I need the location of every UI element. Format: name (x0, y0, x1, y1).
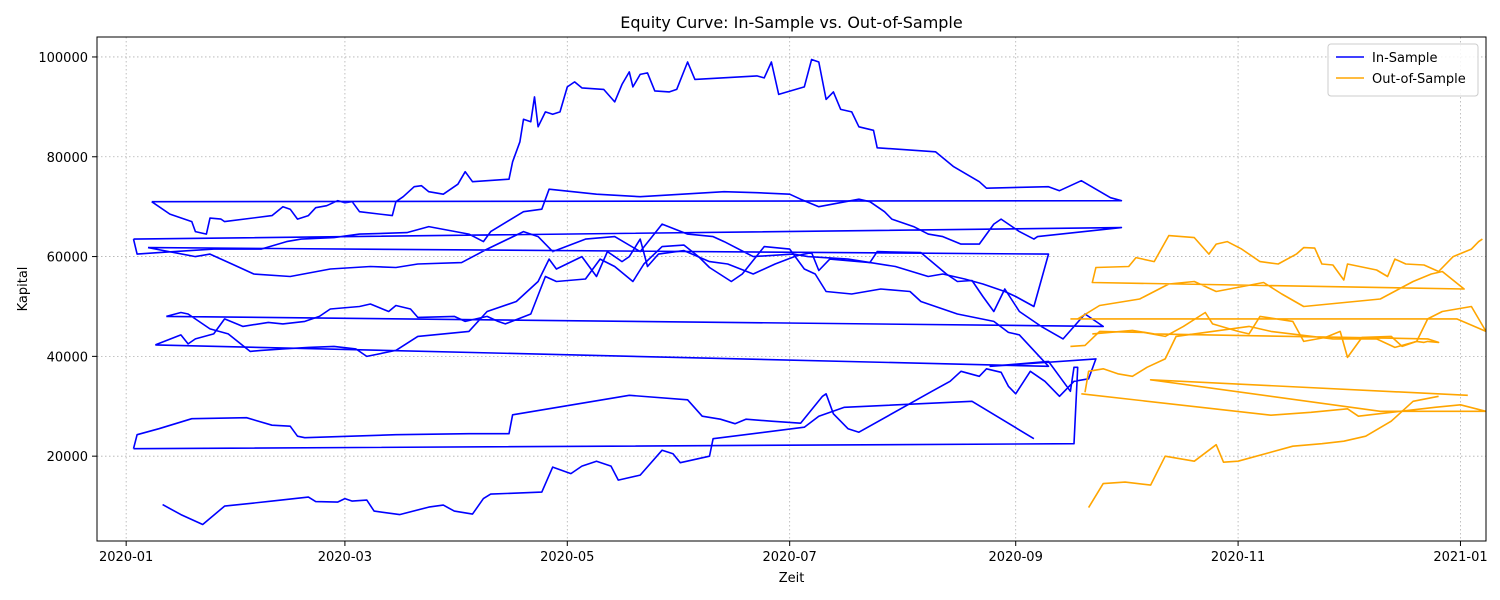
x-axis-label: Zeit (779, 571, 805, 586)
in-sample-line (147, 223, 1050, 308)
in-sample-line (151, 58, 1123, 235)
legend-box (1327, 43, 1479, 97)
out-of-sample-line (1084, 325, 1440, 393)
x-tick-label: 2020-01 (99, 550, 153, 565)
y-tick-label: 20000 (47, 450, 88, 465)
in-sample-line (155, 244, 1050, 368)
y-axis-label: Kapital (16, 267, 31, 312)
legend-label: Out-of-Sample (1372, 72, 1466, 87)
x-tick-label: 2020-05 (540, 550, 594, 565)
x-tick-label: 2020-09 (989, 550, 1043, 565)
x-tick-label: 2021-01 (1433, 550, 1487, 565)
in-sample-line (132, 188, 1123, 255)
plot-area (132, 58, 1486, 526)
legend-label: In-Sample (1372, 51, 1438, 66)
out-of-sample-line (1087, 395, 1439, 509)
out-of-sample-line (1077, 234, 1483, 320)
y-tick-label: 80000 (47, 151, 88, 166)
in-sample-line (166, 238, 1104, 358)
y-axis: 20000 40000 60000 80000 100000 (38, 51, 97, 465)
legend: In-Sample Out-of-Sample (1327, 43, 1479, 97)
x-tick-label: 2020-11 (1211, 550, 1265, 565)
in-sample-line (132, 358, 1097, 450)
in-sample-line (162, 400, 1035, 526)
out-of-sample-line (1081, 378, 1486, 418)
x-tick-label: 2020-03 (318, 550, 372, 565)
chart-title: Equity Curve: In-Sample vs. Out-of-Sampl… (620, 13, 962, 32)
x-tick-label: 2020-07 (763, 550, 817, 565)
axes-frame (96, 36, 1487, 542)
x-axis: 2020-01 2020-03 2020-05 2020-07 2020-09 2020-… (99, 541, 1488, 565)
y-tick-label: 100000 (38, 51, 88, 66)
y-tick-label: 40000 (47, 350, 88, 365)
y-tick-label: 60000 (47, 251, 88, 266)
